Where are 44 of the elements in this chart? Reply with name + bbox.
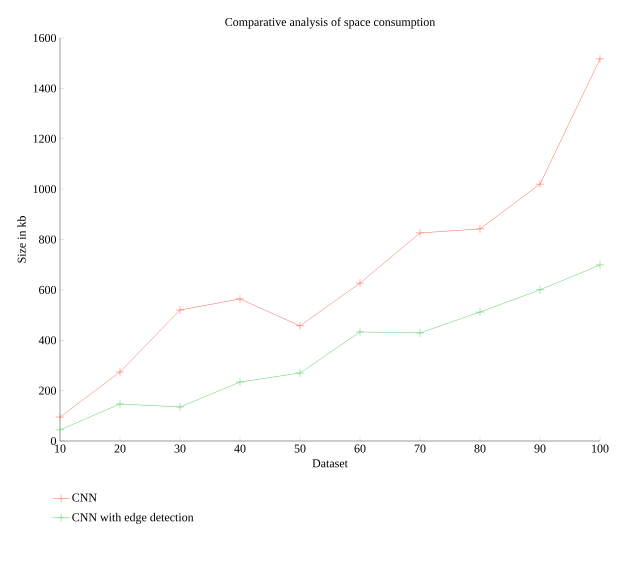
x-tick-label: 40 — [234, 444, 246, 453]
point — [536, 180, 544, 188]
point — [356, 328, 364, 336]
x-tick-label: 70 — [414, 444, 426, 453]
y-tick-label: 400 — [38, 336, 56, 344]
point — [236, 378, 244, 386]
x-tick-label: 10 — [55, 444, 66, 453]
point — [176, 402, 184, 412]
point — [476, 224, 484, 234]
point — [56, 426, 64, 434]
point — [596, 260, 604, 270]
x-tick-label: 100 — [592, 444, 609, 453]
x-axis-title: Dataset — [312, 459, 348, 468]
y-tick-label: 0 — [50, 436, 56, 446]
y-tick-label: 200 — [39, 386, 56, 395]
y-tick-label: 1600 — [34, 34, 56, 42]
x-tick-label: 60 — [354, 444, 366, 453]
point — [536, 286, 544, 294]
y-axis-title: Size in kb — [17, 216, 26, 263]
y-tick-label: 800 — [39, 235, 56, 244]
legend-label: CNN with edge detection — [72, 512, 194, 524]
chart-title: Comparative analysis of space consumption — [225, 17, 436, 28]
x-tick-label: 80 — [474, 444, 486, 453]
point — [56, 412, 64, 422]
x-tick-label: 20 — [114, 444, 126, 453]
point — [296, 368, 304, 378]
x-tick-label: 30 — [174, 444, 186, 453]
x-tick-label: 90 — [534, 444, 546, 453]
point — [236, 294, 244, 304]
point — [596, 54, 604, 64]
point — [116, 368, 124, 376]
y-tick-label: 600 — [39, 286, 56, 294]
point — [356, 278, 364, 288]
point — [176, 306, 184, 314]
y-tick-label: 1000 — [34, 185, 56, 194]
point — [416, 328, 424, 338]
y-tick-label: 1400 — [34, 84, 56, 92]
x-tick-label: 50 — [294, 444, 306, 453]
point — [416, 228, 424, 238]
point — [116, 400, 124, 408]
point — [296, 322, 304, 330]
point — [476, 308, 484, 316]
y-tick-label: 1200 — [34, 134, 56, 143]
legend-label: CNN — [72, 494, 97, 502]
